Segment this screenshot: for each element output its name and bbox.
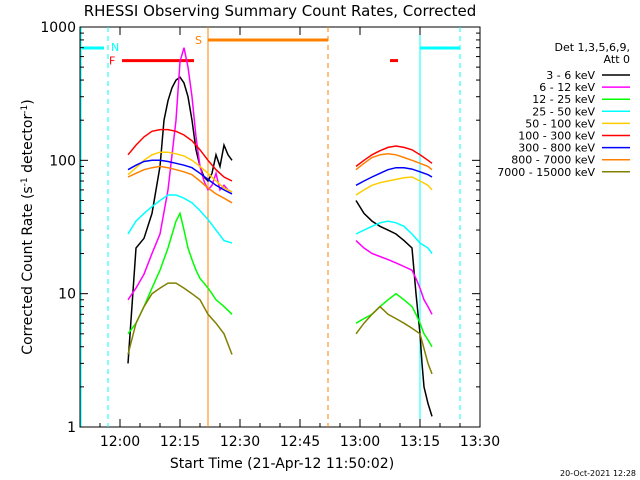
legend-entry-label: 50 - 100 keV [525, 117, 595, 130]
annotations: N S F [80, 27, 461, 427]
axis-ticks: 12:00 12:15 12:30 12:45 13:00 13:15 13:30 1 10 10… [40, 20, 500, 450]
series-line [355, 153, 433, 171]
series-line [355, 305, 433, 375]
series-line [127, 194, 233, 244]
y-tick-label: 1000 [40, 20, 76, 36]
legend-entry-label: 100 - 300 keV [518, 130, 595, 143]
legend-entry-label: 12 - 25 keV [532, 93, 595, 106]
flare-marker-label: F [109, 55, 115, 68]
x-tick-label: 12:15 [160, 434, 200, 450]
series-line [127, 159, 233, 195]
series-line [127, 211, 233, 335]
y-axis-label-sup2: -1 [20, 105, 30, 114]
series-line [127, 165, 233, 204]
timestamp: 20-Oct-2021 12:28 [560, 469, 636, 478]
y-tick-label: 1 [67, 420, 76, 436]
legend-entry-label: 25 - 50 keV [532, 105, 595, 118]
series-lines [127, 47, 433, 417]
x-tick-label: 12:30 [220, 434, 260, 450]
saa-marker-label: S [195, 34, 202, 47]
legend-entry-label: 800 - 7000 keV [511, 154, 595, 167]
series-line [127, 128, 233, 182]
x-axis-label: Start Time (21-Apr-12 11:50:02) [170, 456, 394, 472]
y-tick-label: 10 [58, 287, 76, 303]
series-line [127, 282, 233, 355]
legend-entry-label: 300 - 800 keV [518, 142, 595, 155]
night-marker-label: N [111, 41, 119, 54]
series-line [127, 76, 233, 364]
y-tick-label: 100 [49, 153, 76, 169]
series-line [127, 47, 233, 301]
series-line [127, 151, 233, 193]
x-tick-label: 13:00 [340, 434, 380, 450]
series-line [355, 240, 433, 315]
legend-entry-label: 3 - 6 keV [546, 69, 595, 82]
y-axis-label-main: Corrected Count Rate (s [20, 186, 36, 354]
legend-header-line1: Det 1,3,5,6,9, [554, 41, 630, 54]
series-line [355, 176, 433, 196]
x-tick-label: 12:45 [280, 434, 320, 450]
series-line [355, 166, 433, 186]
x-tick-label: 13:15 [400, 434, 440, 450]
y-axis-label-sup1: -1 [20, 177, 30, 186]
y-axis-label-end: ) [20, 99, 36, 104]
legend-entry-label: 7000 - 15000 keV [497, 166, 595, 179]
series-line [355, 145, 433, 167]
chart-title: RHESSI Observing Summary Count Rates, Co… [84, 2, 477, 20]
x-tick-label: 12:00 [100, 434, 140, 450]
series-line [355, 200, 433, 417]
x-tick-label: 13:30 [460, 434, 500, 450]
legend-header-line2: Att 0 [604, 53, 630, 66]
y-axis-label: Corrected Count Rate (s-1 detector-1) [20, 99, 36, 354]
series-line [355, 220, 433, 254]
y-axis-label-mid: detector [20, 114, 36, 178]
legend-entry-label: 6 - 12 keV [539, 81, 595, 94]
